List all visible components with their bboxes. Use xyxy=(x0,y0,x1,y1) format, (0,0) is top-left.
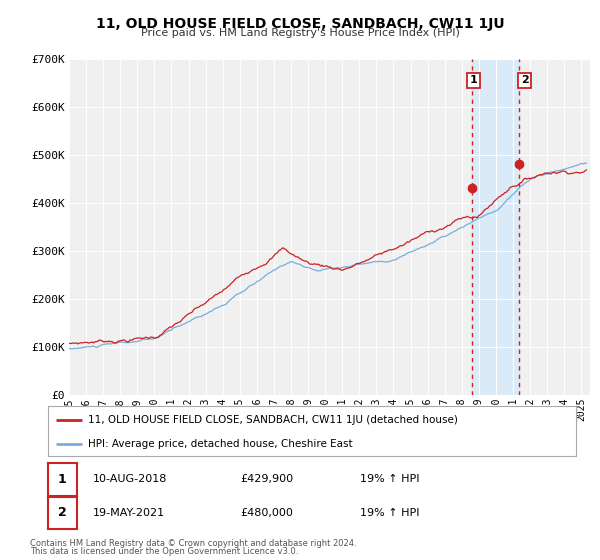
Text: This data is licensed under the Open Government Licence v3.0.: This data is licensed under the Open Gov… xyxy=(30,547,298,556)
Text: Contains HM Land Registry data © Crown copyright and database right 2024.: Contains HM Land Registry data © Crown c… xyxy=(30,539,356,548)
Text: 1: 1 xyxy=(470,76,478,85)
Text: 2: 2 xyxy=(58,506,67,520)
Text: £429,900: £429,900 xyxy=(240,474,293,484)
Text: 1: 1 xyxy=(58,473,67,486)
Text: 19% ↑ HPI: 19% ↑ HPI xyxy=(360,474,419,484)
Text: 19-MAY-2021: 19-MAY-2021 xyxy=(93,508,165,518)
Text: 11, OLD HOUSE FIELD CLOSE, SANDBACH, CW11 1JU: 11, OLD HOUSE FIELD CLOSE, SANDBACH, CW1… xyxy=(95,17,505,31)
Text: 10-AUG-2018: 10-AUG-2018 xyxy=(93,474,167,484)
Text: 19% ↑ HPI: 19% ↑ HPI xyxy=(360,508,419,518)
Text: HPI: Average price, detached house, Cheshire East: HPI: Average price, detached house, Ches… xyxy=(88,439,352,449)
Text: 11, OLD HOUSE FIELD CLOSE, SANDBACH, CW11 1JU (detached house): 11, OLD HOUSE FIELD CLOSE, SANDBACH, CW1… xyxy=(88,415,457,425)
Bar xyxy=(472,59,520,395)
Text: £480,000: £480,000 xyxy=(240,508,293,518)
Text: 2: 2 xyxy=(521,76,529,85)
Text: Price paid vs. HM Land Registry's House Price Index (HPI): Price paid vs. HM Land Registry's House … xyxy=(140,28,460,38)
